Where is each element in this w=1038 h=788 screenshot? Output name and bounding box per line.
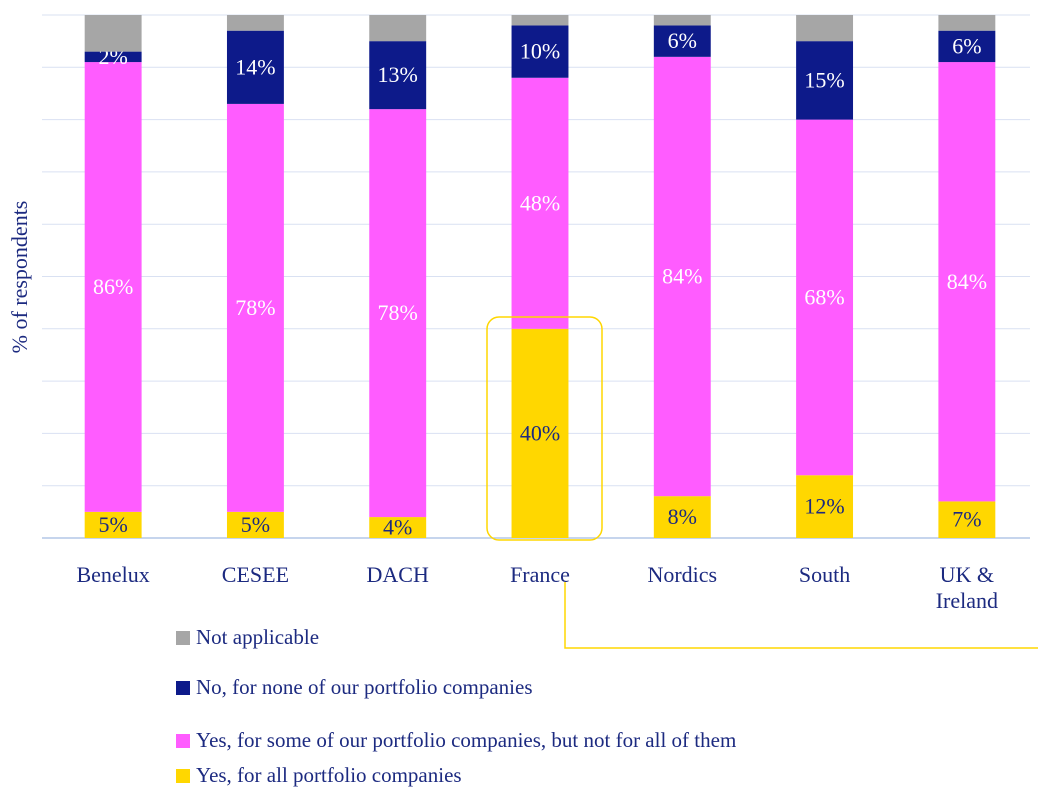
data-label: 86% (93, 274, 133, 299)
x-tick-label: South (798, 562, 851, 587)
bar-segment (938, 15, 996, 31)
legend-item: Yes, for some of our portfolio companies… (176, 728, 736, 753)
data-label: 84% (662, 264, 702, 289)
legend-label: Yes, for some of our portfolio companies… (196, 728, 737, 752)
bar-segment (796, 15, 854, 42)
bar-segment (84, 62, 142, 512)
bar-segment (84, 15, 142, 52)
data-label: 78% (235, 295, 275, 320)
bar-segment (511, 77, 569, 329)
legend-item: Yes, for all portfolio companies (176, 763, 462, 788)
legend-label: Not applicable (196, 625, 320, 649)
bar-segment (938, 501, 996, 538)
data-label: 7% (952, 507, 981, 532)
data-label: 5% (98, 512, 127, 537)
bar-segment (369, 517, 427, 538)
x-tick-label: Nordics (647, 562, 718, 587)
data-label: 14% (235, 54, 275, 79)
bar-segment (226, 30, 284, 104)
data-label: 12% (804, 494, 844, 519)
legend-swatch (176, 733, 190, 748)
bar-segment (653, 25, 711, 57)
bar-segment (511, 15, 569, 26)
bar-segment (511, 25, 569, 78)
legend-swatch (176, 768, 190, 783)
highlight-box (486, 316, 603, 541)
data-label: 15% (804, 67, 844, 92)
data-label: 6% (668, 28, 697, 53)
data-label: 13% (378, 62, 418, 87)
bar-segment (369, 41, 427, 110)
data-label: 10% (520, 39, 560, 64)
legend-swatch (176, 680, 190, 695)
legend-item: No, for none of our portfolio companies (176, 675, 533, 700)
bar-segment (84, 511, 142, 538)
bar-segment (796, 119, 854, 476)
bar-segment (796, 41, 854, 120)
bar-segment (938, 62, 996, 502)
x-tick-label: Benelux (76, 562, 150, 587)
bar-segment (226, 103, 284, 512)
bar-segment (796, 475, 854, 538)
bar-segment (369, 109, 427, 518)
legend-label: Yes, for all portfolio companies (196, 763, 462, 787)
x-tick-label: DACH (366, 562, 429, 587)
x-tick-label: UK & Ireland (935, 562, 998, 613)
bar-segment (653, 56, 711, 497)
legend-label: No, for none of our portfolio companies (196, 675, 533, 699)
data-label: 84% (947, 269, 987, 294)
data-label: 5% (241, 512, 270, 537)
bar-segment (226, 511, 284, 538)
x-tick-label: CESEE (221, 562, 290, 587)
data-label: 8% (668, 504, 697, 529)
data-label: 6% (952, 33, 981, 58)
bar-segment (369, 15, 427, 42)
data-label: 78% (378, 300, 418, 325)
x-tick-label: France (510, 562, 570, 587)
data-label: 68% (804, 284, 844, 309)
bar-segment (511, 328, 569, 538)
data-label: 4% (383, 515, 412, 540)
legend-swatch (176, 630, 190, 645)
legend-item: Not applicable (176, 625, 319, 650)
bar-segment (938, 30, 996, 63)
bar-segment (226, 15, 284, 31)
data-label: 40% (520, 420, 560, 445)
y-axis-label: % of respondents (7, 201, 32, 354)
bar-segment (653, 496, 711, 538)
bar-segment (653, 15, 711, 26)
bar-segment (84, 51, 142, 63)
connector-line (564, 582, 1038, 649)
data-label: 48% (520, 190, 560, 215)
